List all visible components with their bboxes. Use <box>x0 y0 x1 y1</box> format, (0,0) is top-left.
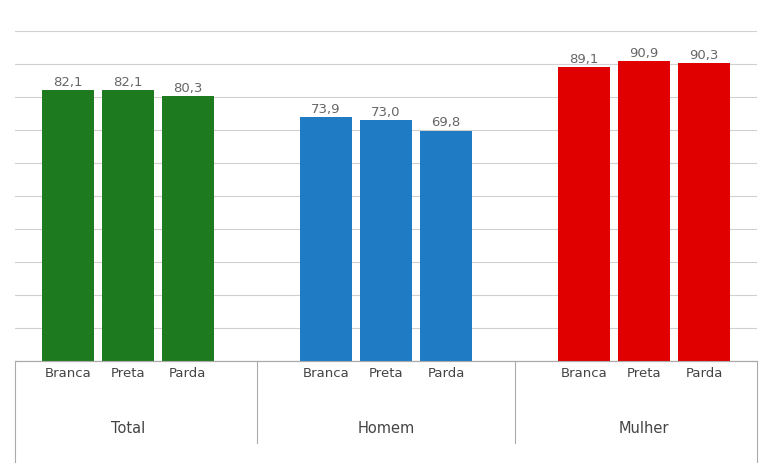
Bar <box>161 97 214 361</box>
Text: Homem: Homem <box>357 420 415 435</box>
Bar <box>42 91 94 361</box>
Text: 90,9: 90,9 <box>629 47 659 60</box>
Text: 82,1: 82,1 <box>113 75 143 88</box>
Text: 73,0: 73,0 <box>371 106 401 119</box>
Text: Mulher: Mulher <box>619 420 669 435</box>
Bar <box>360 121 412 361</box>
Text: 69,8: 69,8 <box>432 116 461 129</box>
Text: 80,3: 80,3 <box>173 81 202 94</box>
Bar <box>618 63 670 361</box>
Bar <box>678 64 730 361</box>
Bar <box>420 131 472 361</box>
Bar <box>300 118 352 361</box>
Bar <box>558 68 611 361</box>
Bar <box>102 91 154 361</box>
Text: 73,9: 73,9 <box>311 103 340 116</box>
Text: 89,1: 89,1 <box>570 53 599 66</box>
Text: 82,1: 82,1 <box>53 75 83 88</box>
Bar <box>15 361 757 463</box>
Text: 90,3: 90,3 <box>689 49 719 62</box>
Text: Total: Total <box>110 420 145 435</box>
